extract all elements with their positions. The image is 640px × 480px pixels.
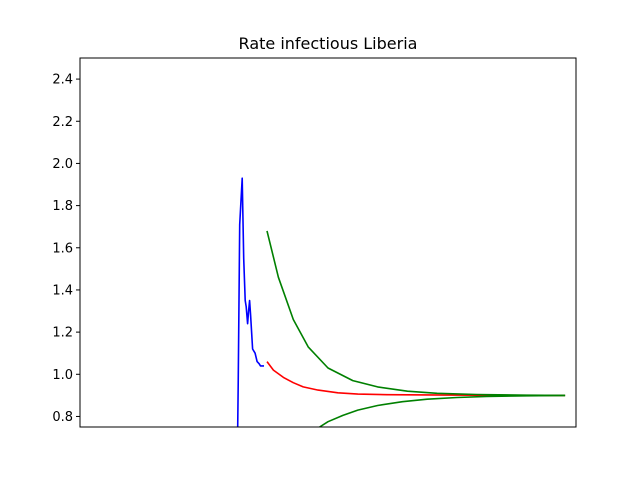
y-tick-label: 2.0 bbox=[52, 157, 73, 172]
series-line-1 bbox=[236, 177, 264, 427]
plot-lines bbox=[236, 177, 566, 427]
plot-frame bbox=[79, 57, 577, 428]
y-tick-label: 1.6 bbox=[52, 241, 73, 256]
y-tick-label: 1.8 bbox=[52, 199, 73, 214]
y-tick-label: 1.4 bbox=[52, 283, 73, 298]
y-axis-ticks: 0.8 1.0 1.2 1.4 1.6 1.8 2.0 2.2 2.4 bbox=[52, 73, 80, 425]
y-tick-label: 2.2 bbox=[52, 115, 73, 130]
chart-title: Rate infectious Liberia bbox=[239, 34, 418, 53]
y-tick-label: 1.0 bbox=[52, 368, 73, 383]
series-line-4 bbox=[319, 394, 566, 427]
y-tick-label: 0.8 bbox=[52, 410, 73, 425]
series-line-3 bbox=[266, 230, 566, 397]
y-tick-label: 1.2 bbox=[52, 326, 73, 341]
y-tick-label: 2.4 bbox=[52, 73, 73, 88]
